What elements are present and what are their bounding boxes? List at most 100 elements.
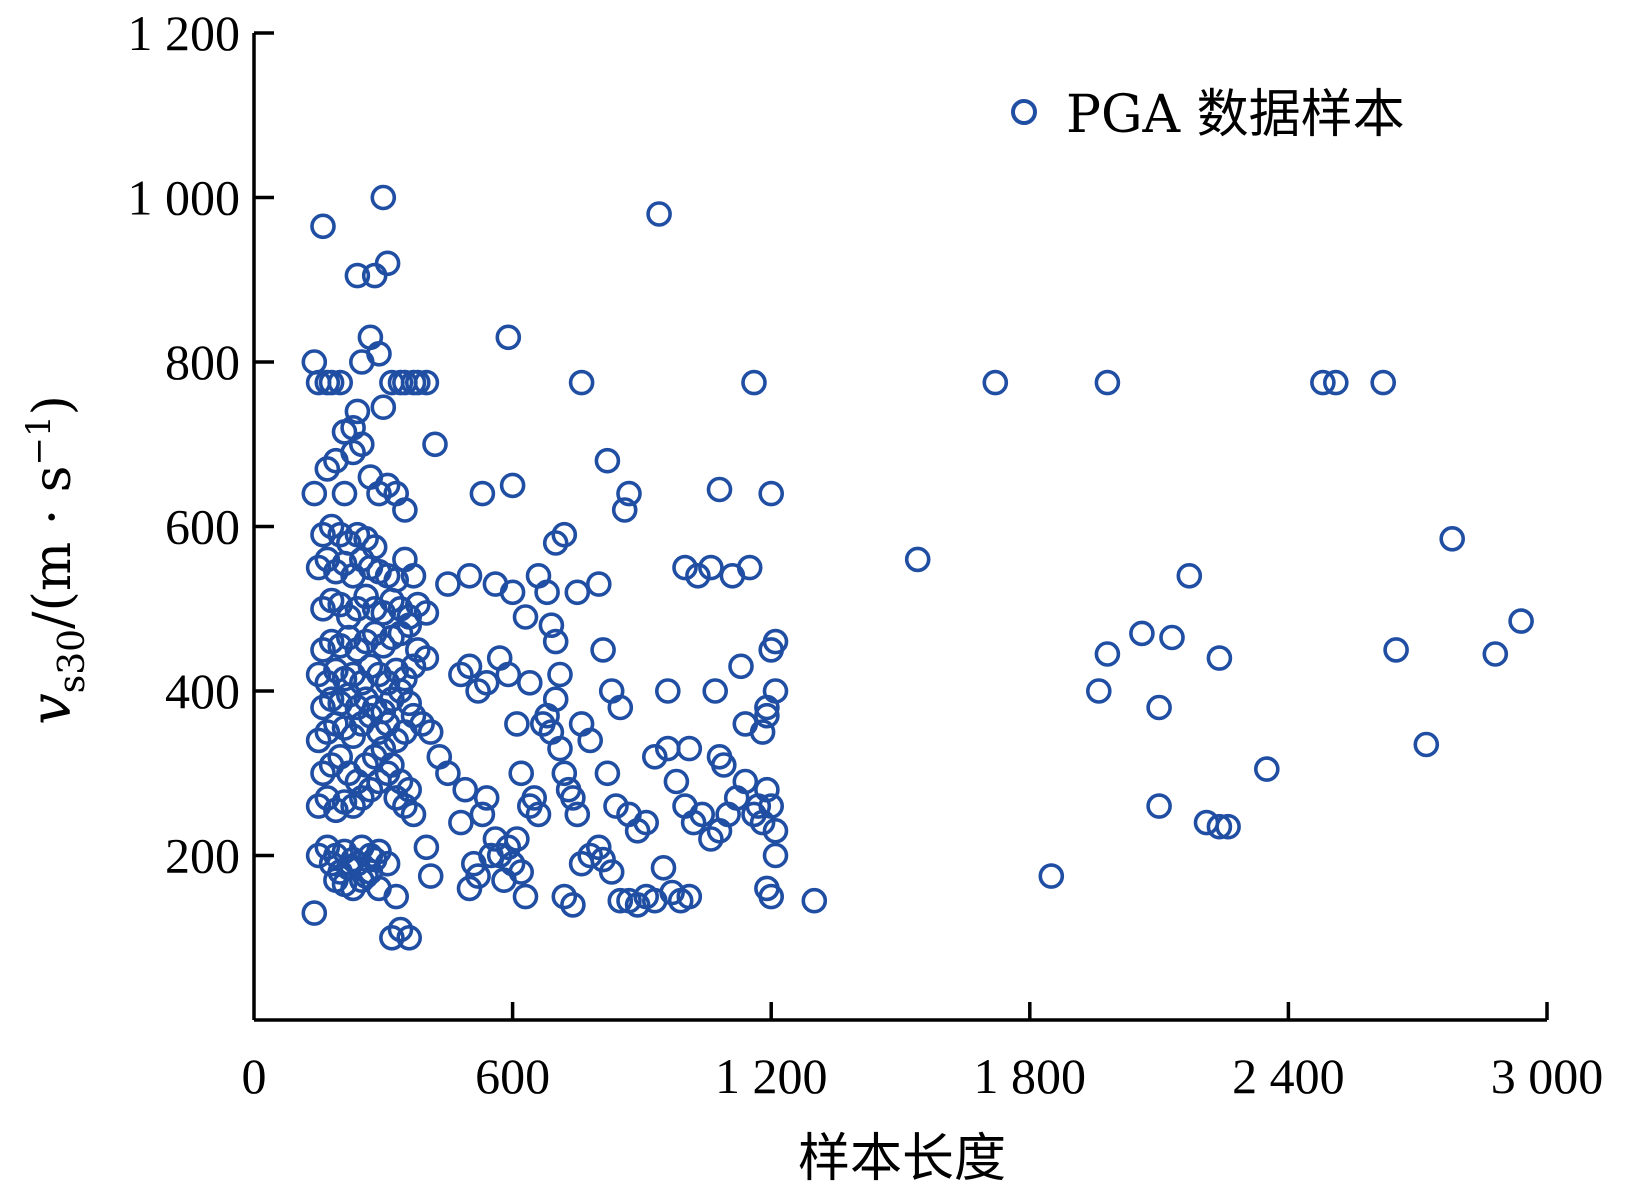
data-point [318,850,345,877]
data-point [1176,562,1203,589]
data-point [663,768,690,795]
data-point [676,883,703,910]
data-point [1086,678,1112,704]
data-point [396,690,423,717]
x-tick-label: 0 [242,1048,267,1104]
data-point [327,369,354,396]
data-point [542,628,569,655]
data-point [413,645,440,671]
data-point [340,439,366,466]
data-point [344,694,371,721]
data-point [762,628,789,655]
data-point [387,916,414,943]
data-point [732,768,759,795]
data-point [495,661,522,688]
x-axis-title: 样本长度 [798,1129,1006,1189]
data-point [348,785,375,811]
data-point [564,579,591,606]
data-point [508,859,535,885]
data-point [801,887,828,914]
y-tick-label: 800 [165,334,240,390]
data-point [370,394,397,421]
data-point [758,883,785,910]
data-point [560,785,586,811]
data-point [646,201,672,227]
data-point [706,476,733,503]
data-point [762,678,789,704]
data-point [361,534,388,560]
data-point [516,669,543,696]
data-point [1146,793,1172,819]
data-point [314,456,341,482]
data-point [383,727,410,754]
data-point [465,678,491,704]
data-point [331,480,358,507]
data-point [435,571,461,597]
data-point [1323,369,1349,396]
data-point [409,711,435,737]
data-point [585,571,612,597]
data-point [680,809,707,836]
y-tick-label: 1 200 [128,5,241,61]
data-point [413,834,440,861]
data-point [603,793,629,819]
data-point [327,690,354,717]
data-point [353,628,379,655]
legend-label: PGA 数据样本 [1066,85,1405,145]
y-axis-title-main: v [19,693,84,725]
data-point [521,785,548,811]
data-point [404,369,431,396]
data-point [1146,694,1172,721]
data-point [904,546,931,573]
y-axis-title: vs30/(m · s−1) [19,395,93,725]
data-point [594,760,621,787]
data-point [1206,813,1233,840]
data-point [754,702,780,729]
data-point [538,612,565,639]
data-point [305,793,332,819]
data-point [710,752,737,778]
data-point [383,657,410,684]
data-point [624,817,651,844]
data-points [301,184,1534,951]
data-point [676,735,703,762]
data-point [499,850,526,877]
data-point [318,369,345,396]
data-point [1206,645,1233,671]
data-point [396,776,423,803]
data-point [366,661,392,688]
data-point [379,924,405,951]
data-point [698,554,724,581]
data-point [1254,756,1280,782]
data-point [594,447,621,474]
data-point [1370,369,1396,396]
data-point [698,826,724,852]
data-point [1439,525,1465,552]
data-point [758,793,785,819]
data-point [1094,369,1121,396]
data-point [633,809,660,836]
data-point [310,637,336,663]
data-point [508,760,535,787]
data-point [762,842,789,869]
data-point [685,562,711,589]
data-point [305,554,332,581]
y-tick-label: 400 [165,663,240,719]
data-point [357,653,384,680]
data-point [400,702,427,729]
data-point [1159,624,1185,651]
data-point [473,669,500,696]
data-point [344,398,371,425]
data-point [473,785,500,811]
data-point [495,834,522,861]
data-point [327,632,354,659]
y-axis-title-close: ) [23,395,83,415]
data-point [353,525,379,552]
data-point [301,349,328,375]
data-point [1310,369,1336,396]
data-point [486,842,513,869]
data-point [374,472,401,499]
data-point [448,809,474,836]
data-point [607,694,634,721]
